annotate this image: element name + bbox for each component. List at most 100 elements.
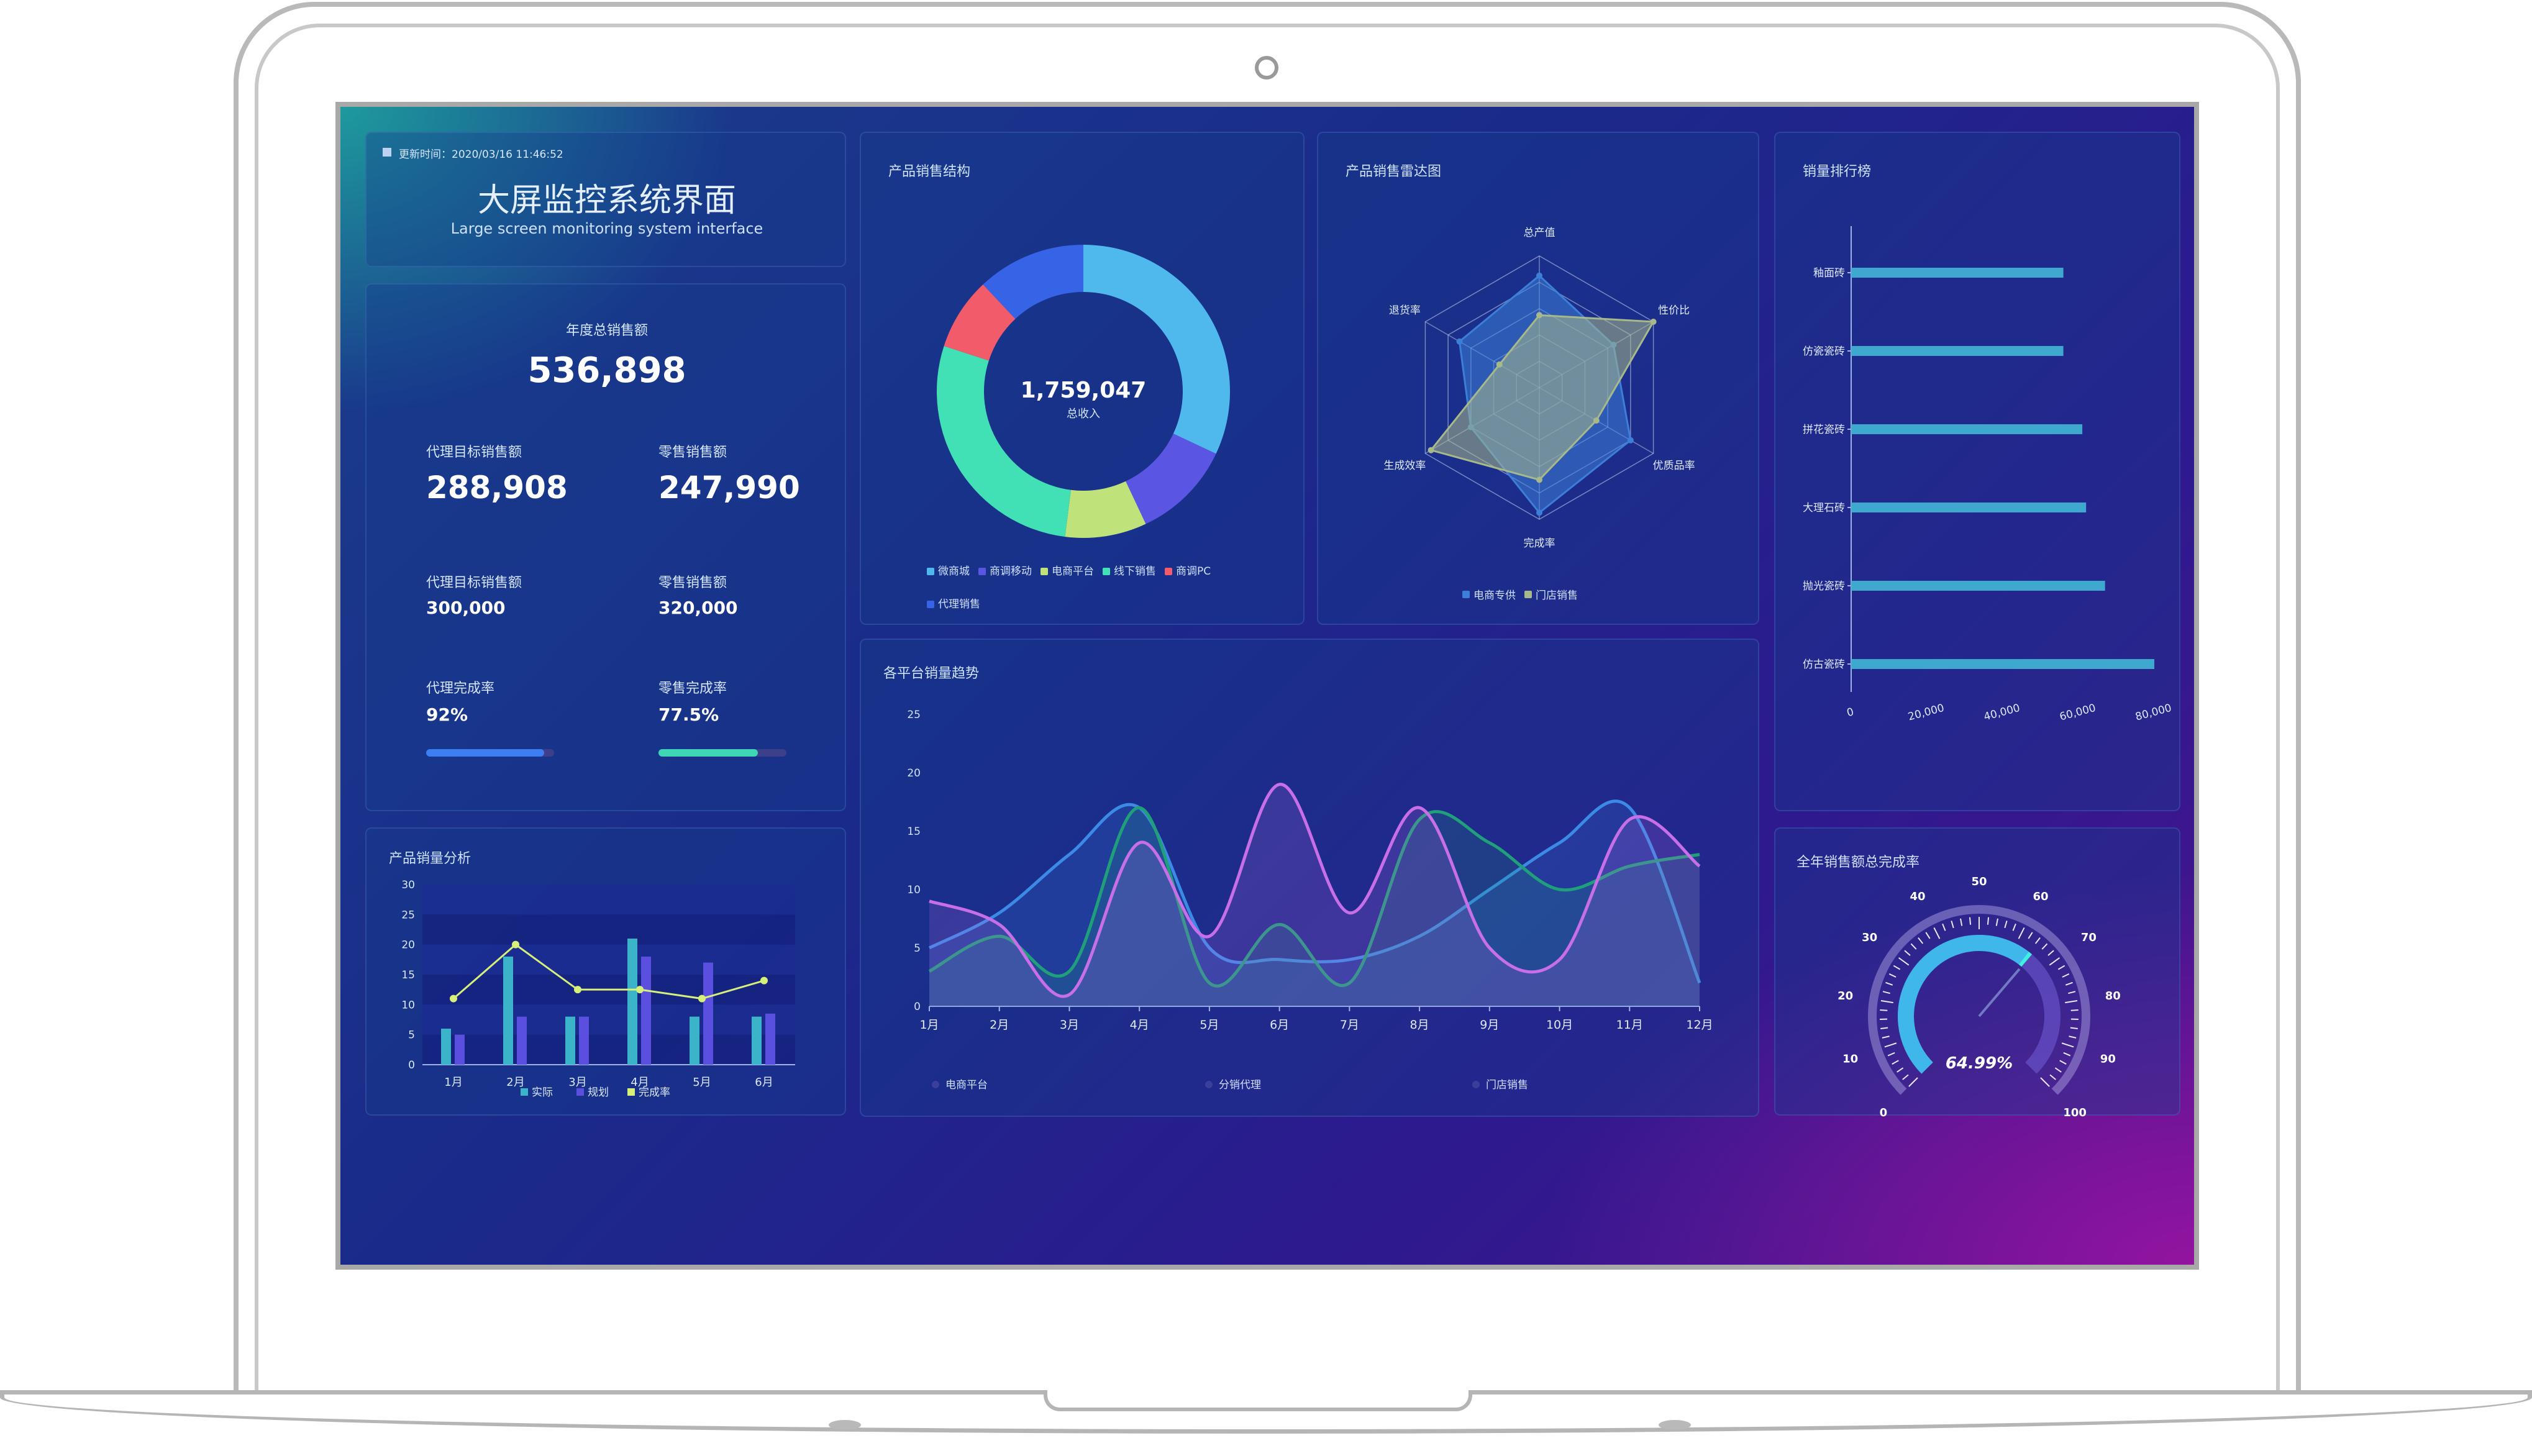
gauge-tick bbox=[1893, 965, 1901, 970]
trend-legend-marker bbox=[1205, 1081, 1213, 1088]
ranking-tick-label: 60,000 bbox=[2058, 702, 2097, 724]
analysis-legend-swatch bbox=[627, 1088, 635, 1096]
trend-xtick-label: 5月 bbox=[1200, 1018, 1219, 1032]
radar-title: 产品销售雷达图 bbox=[1346, 164, 1442, 180]
analysis-grid-band bbox=[422, 885, 795, 915]
gauge-tick bbox=[2041, 943, 2048, 950]
legend-label: 代理销售 bbox=[938, 598, 980, 611]
legend-label: 电商专供 bbox=[1473, 589, 1516, 602]
gauge-tick bbox=[1995, 918, 1998, 926]
ranking-tick-label: 0 bbox=[1846, 706, 1856, 719]
donut-legend-item[interactable]: 商调PC bbox=[1165, 555, 1211, 588]
analysis-rate-point bbox=[760, 976, 768, 985]
donut-legend-item[interactable]: 电商平台 bbox=[1041, 555, 1094, 588]
gauge-tick bbox=[2034, 937, 2041, 944]
trend-xtick-label: 12月 bbox=[1686, 1018, 1713, 1032]
donut-slice bbox=[983, 245, 1083, 319]
gauge-tick bbox=[1884, 1042, 1897, 1048]
radar-point bbox=[1536, 509, 1542, 516]
analysis-legend-swatch bbox=[521, 1088, 528, 1096]
analysis-ytick-label: 10 bbox=[401, 999, 415, 1011]
radar-legend-item[interactable]: 电商专供 bbox=[1462, 586, 1516, 602]
analysis-grid-band bbox=[422, 1034, 795, 1065]
gauge-tick bbox=[1908, 1077, 1918, 1087]
agent-target-label: 代理目标销售额 bbox=[426, 445, 522, 460]
ranking-panel: 销量排行榜 釉面砖 仿瓷瓷砖 拼花瓷砖 大理石砖 抛光瓷砖 仿古瓷砖 0 20,000 40,0… bbox=[1774, 132, 2180, 811]
agent-rate-label: 代理完成率 bbox=[426, 681, 495, 696]
radar-axis-label: 退货率 bbox=[1389, 304, 1421, 317]
retail-rate-label: 零售完成率 bbox=[658, 681, 727, 696]
analysis-bar bbox=[752, 1016, 762, 1065]
gauge-tick bbox=[1898, 957, 1910, 966]
gauge-tick bbox=[2057, 965, 2065, 970]
analysis-rate-point bbox=[450, 994, 457, 1003]
donut-legend-item[interactable]: 微商城 bbox=[927, 555, 970, 588]
donut-legend-item[interactable]: 代理销售 bbox=[927, 588, 980, 621]
retail-sales-value-2: 320,000 bbox=[658, 598, 738, 618]
gauge-tick bbox=[2070, 1027, 2078, 1030]
gauge-tick-label: 70 bbox=[2081, 931, 2097, 944]
retail-rate-progress bbox=[658, 749, 786, 757]
donut-panel: 产品销售结构 1,759,047 总收入 微商城 商调移动 电商平台 线下销售 商调PC… bbox=[860, 132, 1305, 625]
gauge-tick bbox=[2047, 950, 2054, 956]
trend-xtick-label: 8月 bbox=[1410, 1018, 1429, 1032]
gauge-panel: 全年销售额总完成率 0 10 20 30 40 50 60 70 80 90 100 64.99% bbox=[1774, 827, 2180, 1117]
donut-slice bbox=[1083, 245, 1230, 454]
radar-point bbox=[1536, 476, 1542, 483]
trend-series-line bbox=[928, 799, 1701, 984]
ranking-tick-label: 20,000 bbox=[1906, 702, 1946, 724]
trend-legend-marker bbox=[932, 1081, 939, 1088]
gauge-tick bbox=[1887, 1052, 1895, 1057]
annual-sales-value: 536,898 bbox=[527, 350, 686, 391]
analysis-grid-band bbox=[422, 914, 795, 945]
radar-point bbox=[1536, 272, 1542, 279]
legend-swatch bbox=[1462, 590, 1470, 598]
gauge-tick bbox=[1892, 1060, 1899, 1065]
analysis-rate-point bbox=[512, 940, 519, 949]
ranking-category-label: 仿古瓷砖 bbox=[1803, 658, 1845, 671]
gauge-tick-label: 60 bbox=[2033, 890, 2048, 903]
analysis-bar bbox=[641, 957, 651, 1065]
gauge-needle bbox=[1978, 968, 2021, 1017]
legend-swatch bbox=[1041, 568, 1048, 575]
donut-legend-item[interactable]: 商调移动 bbox=[978, 555, 1032, 588]
ranking-category-label: 抛光瓷砖 bbox=[1803, 580, 1845, 593]
analysis-ytick-label: 25 bbox=[401, 909, 415, 921]
radar-legend-item[interactable]: 门店销售 bbox=[1524, 586, 1578, 602]
ranking-bar bbox=[1851, 346, 2064, 356]
laptop-foot bbox=[829, 1420, 861, 1430]
trend-legend-label: 电商平台 bbox=[945, 1079, 988, 1091]
donut-slice bbox=[1126, 434, 1216, 524]
trend-ytick-label: 5 bbox=[914, 942, 921, 955]
analysis-rate-line bbox=[453, 943, 765, 1000]
donut-title: 产品销售结构 bbox=[888, 164, 971, 180]
analysis-bar bbox=[579, 1016, 589, 1065]
trend-xtick-label: 4月 bbox=[1130, 1018, 1149, 1032]
trend-xtick-label: 11月 bbox=[1616, 1018, 1643, 1032]
gauge-tick bbox=[2004, 921, 2008, 929]
gauge-tick bbox=[1888, 973, 1897, 978]
annual-sales-label: 年度总销售额 bbox=[565, 323, 648, 339]
donut-slice bbox=[937, 346, 1071, 537]
donut-legend-item[interactable]: 线下销售 bbox=[1103, 555, 1156, 588]
legend-swatch bbox=[1103, 568, 1110, 575]
trend-xtick-label: 2月 bbox=[990, 1018, 1009, 1032]
trend-ytick-label: 25 bbox=[907, 709, 921, 721]
ranking-bar bbox=[1851, 659, 2154, 669]
gauge-tick-label: 30 bbox=[1862, 931, 1877, 944]
gauge-tick-label: 20 bbox=[1838, 990, 1853, 1003]
retail-rate-value: 77.5% bbox=[658, 704, 719, 725]
analysis-ytick-label: 15 bbox=[401, 969, 415, 981]
trend-series-area bbox=[929, 784, 1700, 1006]
legend-label: 商调PC bbox=[1176, 565, 1211, 578]
analysis-panel: 产品销量分析 0 5 10 15 20 25 30 1月 2月 3月 4月 5月 6月 实际 规划 完成率 bbox=[365, 827, 846, 1116]
legend-swatch bbox=[1165, 568, 1172, 575]
analysis-xtick-label: 5月 bbox=[693, 1076, 711, 1089]
agent-rate-value: 92% bbox=[426, 704, 468, 725]
analysis-bar bbox=[627, 939, 637, 1065]
gauge-tick bbox=[2068, 991, 2076, 994]
ranking-category-label: 大理石砖 bbox=[1803, 502, 1845, 514]
trend-xtick-label: 3月 bbox=[1060, 1018, 1079, 1032]
